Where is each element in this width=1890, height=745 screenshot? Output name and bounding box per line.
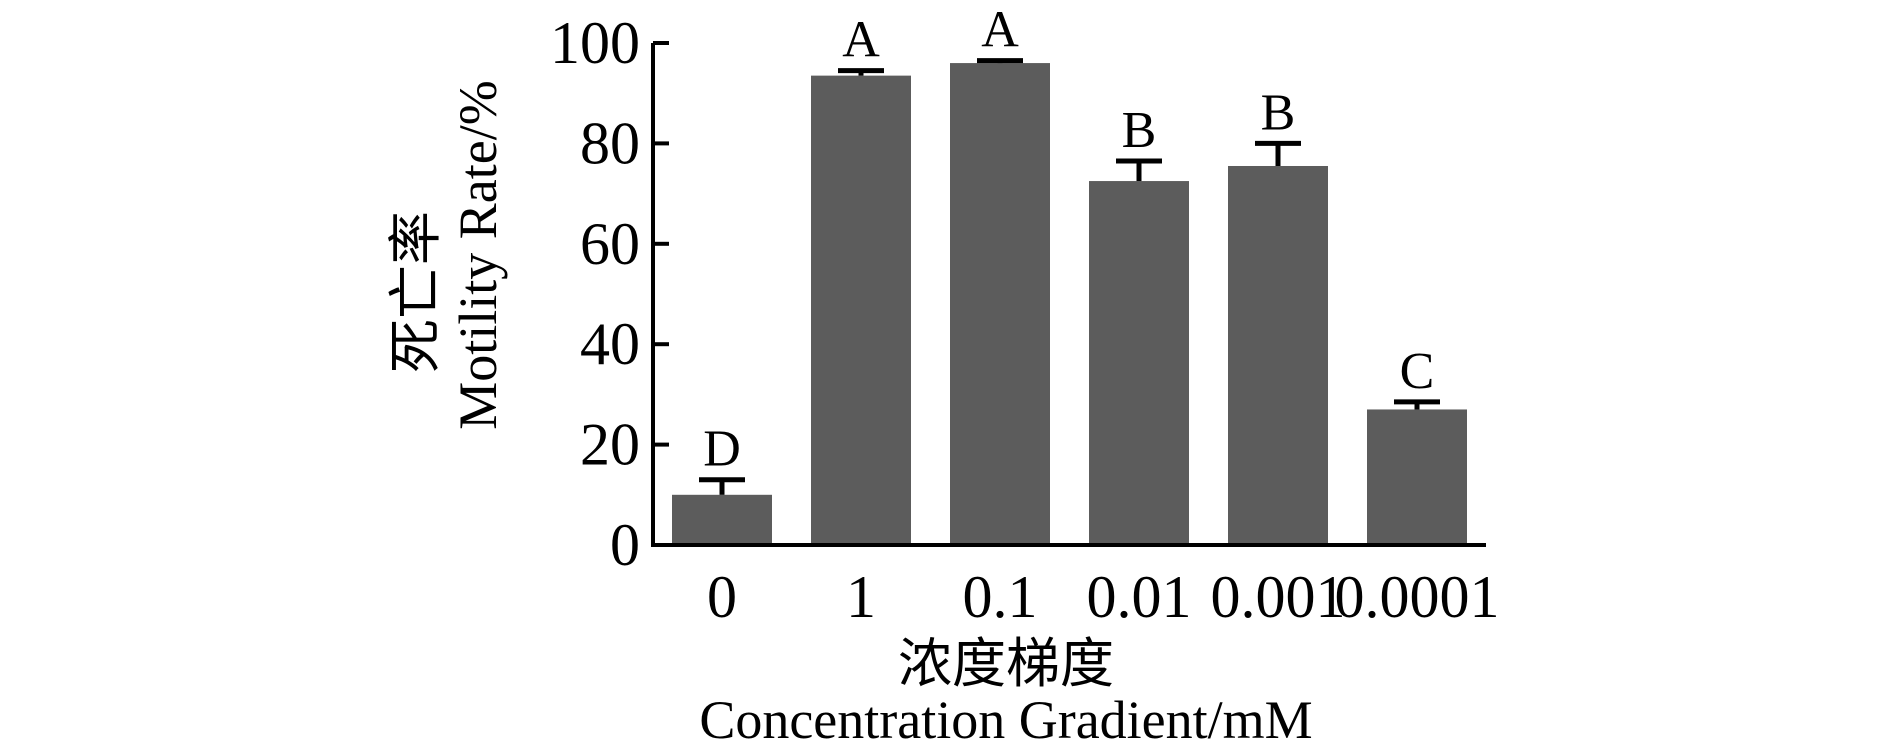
x-axis-title-cn: 浓度梯度	[898, 634, 1114, 694]
x-tick-label-0: 0	[707, 564, 737, 630]
bar-5	[1367, 409, 1467, 545]
significance-label-2: A	[981, 2, 1019, 59]
error-bars-layer	[699, 58, 1440, 495]
y-tick-label-5: 100	[550, 10, 640, 76]
x-tick-label-4: 0.001	[1211, 564, 1346, 630]
x-tick-label-1: 1	[846, 564, 876, 630]
bar-4	[1228, 165, 1328, 546]
y-axis-title-en: Motility Rate/%	[448, 80, 508, 429]
x-tick-label-3: 0.01	[1087, 564, 1192, 630]
bars-layer	[672, 63, 1467, 546]
significance-label-1: A	[842, 12, 880, 69]
y-tick-label-3: 60	[580, 211, 640, 277]
axes-layer	[651, 43, 1486, 547]
significance-label-5: C	[1400, 343, 1435, 400]
y-tick-label-4: 80	[580, 110, 640, 176]
bar-1	[811, 75, 911, 545]
y-axis-title-cn: 死亡率	[386, 211, 446, 373]
x-axis-title-en: Concentration Gradient/mM	[699, 690, 1312, 745]
y-tick-label-0: 0	[610, 512, 640, 578]
x-tick-label-2: 0.1	[963, 564, 1038, 630]
x-tick-label-5: 0.0001	[1335, 564, 1500, 630]
bar-3	[1089, 181, 1189, 546]
significance-labels-layer: D A A B B C	[703, 2, 1434, 478]
significance-label-4: B	[1261, 84, 1296, 141]
bar-0	[672, 494, 772, 545]
significance-label-3: B	[1122, 102, 1157, 159]
y-tick-label-2: 40	[580, 311, 640, 377]
y-ticks-layer: 0 20 40 60 80 100	[550, 10, 669, 578]
bar-2	[950, 63, 1050, 545]
y-tick-label-1: 20	[580, 412, 640, 478]
significance-label-0: D	[703, 421, 741, 478]
